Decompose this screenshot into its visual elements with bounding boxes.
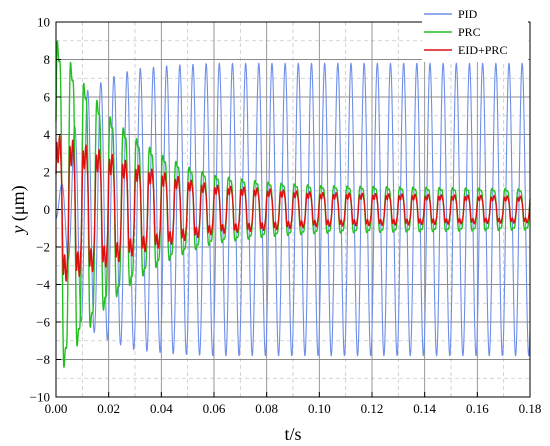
y-tick-label: −2 [36,240,50,255]
x-tick-label: 0.10 [308,401,331,416]
x-axis-title: t/s [284,424,301,444]
x-tick-label: 0.18 [519,401,542,416]
legend: PID PRC EID+PRC [422,4,528,62]
y-tick-label: 10 [37,15,50,30]
axis-ticks [55,21,531,398]
legend-label-prc: PRC [458,25,481,39]
y-axis-unit: (μm) [8,185,29,225]
y-tick-label: −8 [36,352,50,367]
y-tick-label: 0 [44,202,51,217]
x-tick-label: 0.14 [413,401,436,416]
y-axis-symbol: y [8,226,28,236]
legend-label-pid: PID [458,7,478,21]
y-tick-label: −10 [30,390,50,405]
x-tick-label: 0.04 [150,401,173,416]
y-tick-label: −4 [36,277,50,292]
legend-label-eid-prc: EID+PRC [458,43,507,57]
series-line-pid [55,62,531,357]
y-tick-label: 4 [44,127,51,142]
x-tick-label: 0.08 [255,401,278,416]
x-tick-label: 0.06 [203,401,226,416]
y-tick-label: 8 [44,52,51,67]
x-tick-label: 0.16 [466,401,489,416]
y-tick-label: 2 [44,165,51,180]
y-axis-title: y (μm) [8,185,29,235]
tick-labels: 0.00 0.02 0.04 0.06 0.08 0.10 0.12 0.14 0.16 0.18… [30,15,542,417]
y-tick-label: 6 [44,90,51,105]
x-tick-label: 0.00 [45,401,68,416]
x-tick-label: 0.12 [361,401,384,416]
y-tick-label: −6 [36,315,50,330]
x-tick-label: 0.02 [97,401,120,416]
series-line-eid-prc [55,134,531,282]
series-lines [55,40,531,368]
